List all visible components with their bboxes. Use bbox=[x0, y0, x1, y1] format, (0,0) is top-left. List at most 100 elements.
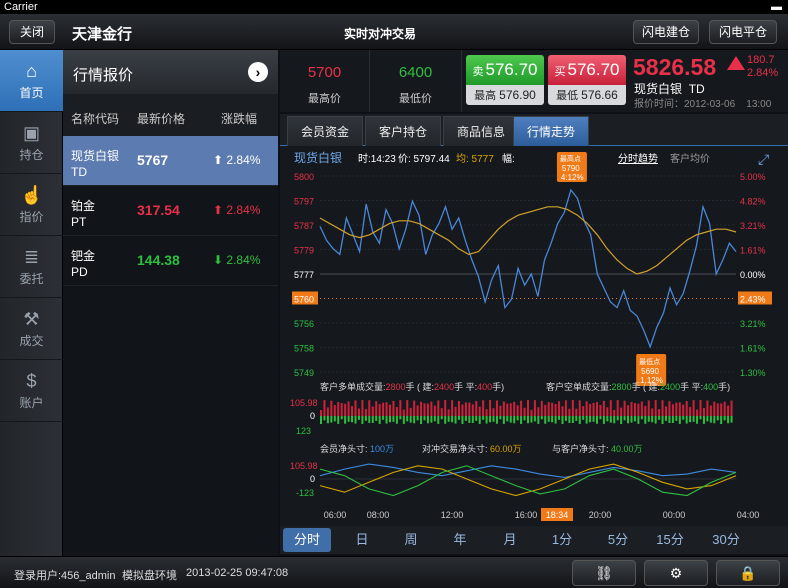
volume-bar-short bbox=[506, 416, 509, 422]
range-tab-30min[interactable]: 30分 bbox=[712, 532, 740, 547]
tab-product-info[interactable]: 商品信息 bbox=[443, 116, 519, 146]
range-tab-month[interactable]: 月 bbox=[503, 532, 517, 547]
volume-bar-short bbox=[461, 416, 464, 424]
volume-bar-long bbox=[637, 403, 640, 416]
flash-open-button[interactable]: 闪电建仓 bbox=[633, 20, 699, 44]
volume-bar-short bbox=[589, 416, 592, 423]
tab-member-funds[interactable]: 会员资金 bbox=[287, 116, 363, 146]
buy-button[interactable]: 买 576.70 最低 576.66 bbox=[548, 55, 626, 105]
volume-bar-short bbox=[392, 416, 395, 422]
range-tab-bar: 分时 日 周 年 月 1分 5分 15分 30分 bbox=[280, 526, 788, 554]
max-marker-label: 最高点 bbox=[560, 154, 581, 163]
volume-bar-long bbox=[451, 400, 454, 416]
net-tick-label: 105.98 bbox=[290, 461, 318, 471]
sidebar-item-home[interactable]: ⌂ 首页 bbox=[0, 50, 63, 112]
battery-icon: ▬ bbox=[771, 1, 782, 13]
volume-bar-short bbox=[585, 416, 588, 424]
tab-client-positions[interactable]: 客户持仓 bbox=[365, 116, 441, 146]
volume-bar-short bbox=[582, 416, 585, 420]
volume-bar-long bbox=[671, 404, 674, 416]
current-change: 180.7 bbox=[747, 54, 775, 66]
volume-bar-short bbox=[665, 416, 667, 421]
quote-panel-title: 行情报价 bbox=[73, 67, 134, 84]
pct-tick-label: 2.43% bbox=[740, 295, 766, 305]
quote-row-silver[interactable]: 现货白银 TD 5767 ⬆ 2.84% bbox=[63, 136, 278, 186]
close-button[interactable]: 关闭 bbox=[9, 20, 55, 44]
time-tick-label: 12:00 bbox=[441, 510, 464, 520]
volume-bar-long bbox=[495, 400, 498, 416]
flash-close-button[interactable]: 闪电平仓 bbox=[709, 20, 777, 44]
volume-bar-short bbox=[678, 416, 681, 424]
range-tab-week[interactable]: 周 bbox=[404, 532, 418, 547]
range-tab-5min[interactable]: 5分 bbox=[607, 532, 629, 547]
volume-bar-long bbox=[658, 409, 661, 416]
sidebar-item-deals[interactable]: ⚒ 成交 bbox=[0, 298, 63, 360]
sidebar-item-label: 指价 bbox=[19, 210, 44, 224]
volume-bar-long bbox=[651, 408, 654, 416]
volume-bar-short bbox=[554, 416, 557, 424]
money-bag-icon: $ bbox=[26, 371, 37, 391]
volume-bar-long bbox=[385, 402, 388, 416]
volume-bar-short bbox=[575, 416, 578, 421]
min-marker-label: 最低点 bbox=[639, 357, 660, 366]
sidebar-item-orders[interactable]: ≣ 委托 bbox=[0, 236, 63, 298]
volume-bar-short bbox=[727, 416, 730, 424]
volume-bar-short bbox=[637, 416, 640, 424]
quote-time-label: 报价时间： bbox=[634, 99, 684, 110]
range-tab-year[interactable]: 年 bbox=[453, 532, 467, 547]
sell-sub-value: 576.90 bbox=[499, 88, 536, 102]
settings-button[interactable]: ⚙ bbox=[644, 560, 708, 586]
sidebar-item-limit-price[interactable]: ☝ 指价 bbox=[0, 174, 63, 236]
range-tab-15min[interactable]: 15分 bbox=[656, 532, 684, 547]
sell-button[interactable]: 卖 576.70 最高 576.90 bbox=[466, 55, 544, 105]
link-button[interactable]: ⛓ bbox=[572, 560, 636, 586]
volume-bar-short bbox=[351, 416, 354, 423]
volume-short-summary: 客户空单成交量:2800手 ( 建:2400手 平:400手) bbox=[546, 381, 730, 392]
tab-market-trend[interactable]: 行情走势 bbox=[513, 116, 589, 146]
chart-instrument-name: 现货白银 bbox=[294, 150, 342, 165]
volume-bar-long bbox=[344, 403, 347, 416]
volume-bar-long bbox=[627, 405, 630, 416]
volume-bar-long bbox=[347, 401, 350, 416]
range-tab-intraday[interactable]: 分时 bbox=[283, 528, 331, 552]
volume-bar-short bbox=[623, 416, 626, 421]
range-tab-1min[interactable]: 1分 bbox=[551, 532, 573, 547]
range-tab-day[interactable]: 日 bbox=[355, 532, 369, 547]
quote-price: 317.54 bbox=[137, 202, 180, 218]
quote-code: PD bbox=[71, 265, 88, 279]
volume-bar-long bbox=[426, 403, 429, 416]
volume-bar-long bbox=[716, 403, 719, 416]
quote-row-palladium[interactable]: 钯金 PD 144.38 ⬇ 2.84% bbox=[63, 236, 278, 286]
sidebar-item-positions[interactable]: ▣ 持仓 bbox=[0, 112, 63, 174]
volume-bar-long bbox=[678, 402, 681, 416]
volume-bar-long bbox=[692, 400, 695, 416]
volume-bar-short bbox=[395, 416, 398, 424]
volume-bar-long bbox=[540, 400, 543, 416]
pct-tick-label: 1.61% bbox=[740, 344, 766, 354]
price-tick-label: 5749 bbox=[294, 368, 314, 378]
volume-bar-short bbox=[551, 416, 554, 423]
volume-bar-short bbox=[368, 416, 371, 423]
chart-price: 价: 5797.44 bbox=[398, 153, 450, 165]
volume-bar-short bbox=[730, 416, 733, 423]
quote-time-value: 13:00 bbox=[746, 99, 772, 110]
volume-bar-short bbox=[658, 416, 661, 420]
volume-tick-label: 123 bbox=[296, 426, 311, 436]
volume-bar-long bbox=[630, 401, 633, 416]
home-icon: ⌂ bbox=[26, 61, 37, 81]
chart-mode-active: 分时趋势 bbox=[618, 152, 658, 165]
volume-bar-long bbox=[575, 408, 578, 416]
lock-button[interactable]: 🔒 bbox=[716, 560, 780, 586]
volume-bar-long bbox=[633, 403, 636, 416]
pct-tick-label: 5.00% bbox=[740, 172, 766, 182]
sidebar-item-account[interactable]: $ 账户 bbox=[0, 360, 63, 422]
chevron-right-icon[interactable]: › bbox=[248, 62, 268, 82]
volume-bar-short bbox=[426, 416, 429, 424]
quote-row-platinum[interactable]: 铂金 PT 317.54 ⬆ 2.84% bbox=[63, 186, 278, 236]
volume-bar-short bbox=[323, 416, 326, 421]
chart-svg: 现货白银 时:14:23 价: 5797.44 均: 5777 幅: 分时趋势 客户均价 ⤢ 5… bbox=[290, 150, 772, 521]
volume-bar-long bbox=[364, 408, 367, 416]
volume-bar-short bbox=[337, 416, 340, 424]
volume-bar-long bbox=[520, 400, 523, 416]
